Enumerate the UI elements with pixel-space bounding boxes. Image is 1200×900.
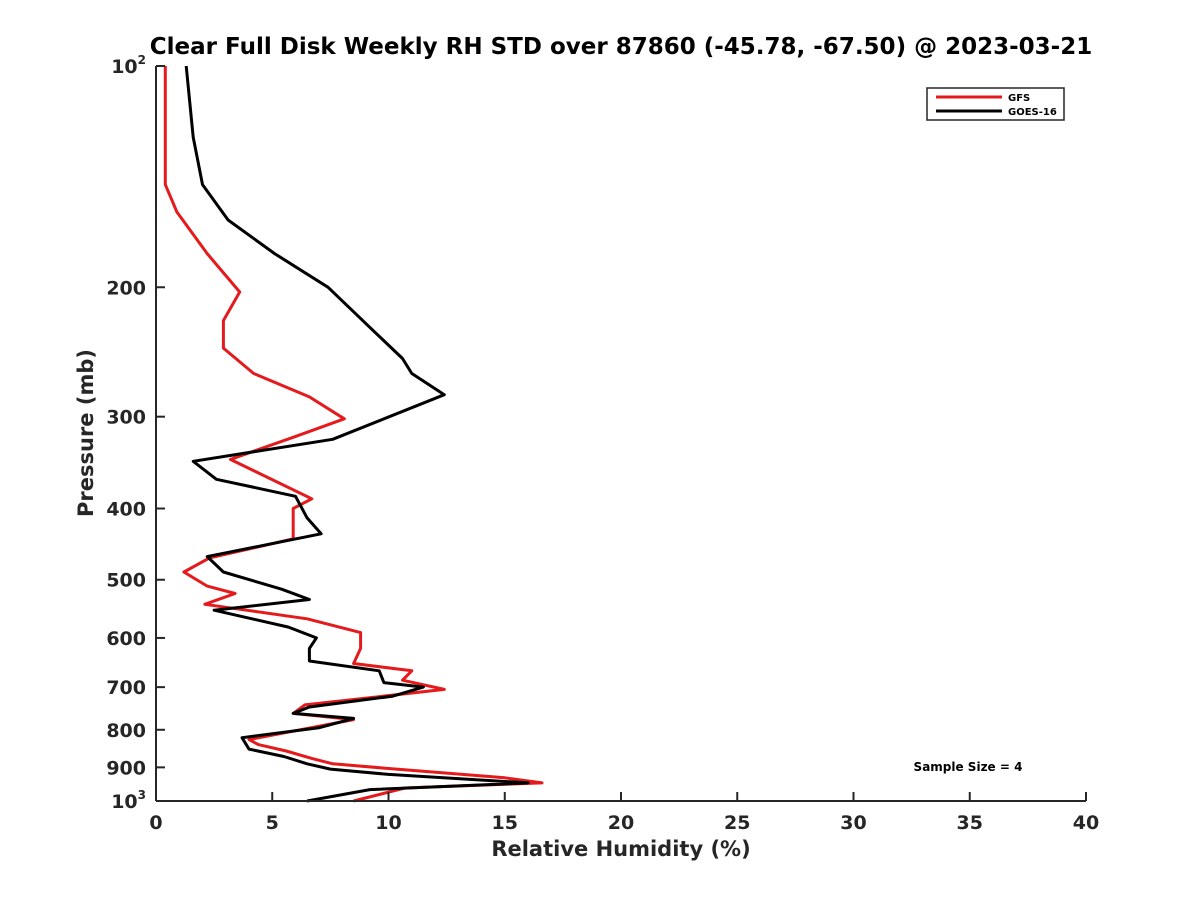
y-tick-label: 300 (106, 407, 146, 429)
y-axis-label: Pressure (mb) (74, 349, 98, 517)
series-line-goes-16 (184, 65, 530, 803)
legend: GFS GOES-16 (926, 87, 1065, 121)
y-tick-label: 200 (106, 277, 146, 299)
y-tick-label: 500 (106, 570, 146, 592)
x-ticks: 0 5 10 15 20 25 30 35 40 (149, 792, 1099, 834)
axes (155, 66, 1086, 802)
chart-title: Clear Full Disk Weekly RH STD over 87860… (150, 34, 1092, 60)
y-ticks: 102 200 300 400 500 600 700 800 900 103 (106, 53, 165, 813)
y-tick-label: 800 (106, 720, 146, 742)
x-tick-label: 30 (840, 812, 866, 834)
x-tick-label: 20 (608, 812, 634, 834)
x-tick-label: 5 (266, 812, 279, 834)
legend-label-goes16: GOES-16 (1008, 107, 1057, 118)
x-tick-label: 0 (149, 812, 162, 834)
legend-label-gfs: GFS (1008, 93, 1030, 104)
y-tick-label: 103 (111, 788, 146, 813)
sample-size-annotation: Sample Size = 4 (914, 760, 1023, 774)
y-tick-label: 600 (106, 628, 146, 650)
y-tick-label: 900 (106, 757, 146, 779)
x-tick-label: 15 (492, 812, 518, 834)
x-tick-label: 25 (724, 812, 750, 834)
x-tick-label: 10 (375, 812, 401, 834)
y-tick-label: 700 (106, 677, 146, 699)
y-tick-label: 400 (106, 499, 146, 521)
y-tick-label: 102 (111, 53, 146, 78)
x-tick-label: 40 (1073, 812, 1099, 834)
series-line-gfs (163, 66, 544, 803)
x-tick-label: 35 (957, 812, 983, 834)
series-layer (163, 65, 544, 803)
x-axis-label: Relative Humidity (%) (491, 837, 750, 861)
legend-box (926, 87, 1065, 121)
